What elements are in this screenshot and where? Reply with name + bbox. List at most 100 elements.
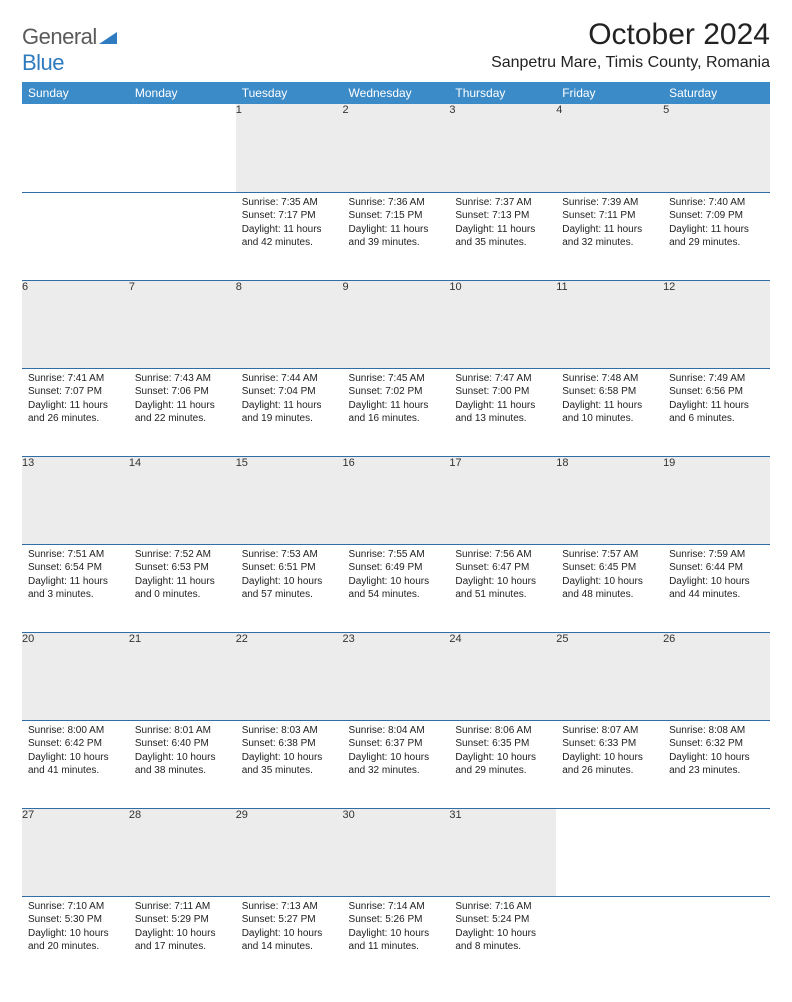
sunrise-text: Sunrise: 7:11 AM	[135, 900, 230, 914]
day-number-cell: 29	[236, 808, 343, 896]
day-number-cell	[556, 808, 663, 896]
sunrise-text: Sunrise: 7:57 AM	[562, 548, 657, 562]
daylight-text: Daylight: 10 hours and 14 minutes.	[242, 927, 337, 954]
daylight-text: Daylight: 10 hours and 44 minutes.	[669, 575, 764, 602]
sunset-text: Sunset: 7:09 PM	[669, 209, 764, 223]
sunset-text: Sunset: 5:29 PM	[135, 913, 230, 927]
day-cell-body: Sunrise: 7:49 AMSunset: 6:56 PMDaylight:…	[663, 369, 770, 432]
sunset-text: Sunset: 7:04 PM	[242, 385, 337, 399]
daylight-text: Daylight: 11 hours and 32 minutes.	[562, 223, 657, 250]
sunset-text: Sunset: 7:11 PM	[562, 209, 657, 223]
sunset-text: Sunset: 6:54 PM	[28, 561, 123, 575]
week-row: Sunrise: 7:35 AMSunset: 7:17 PMDaylight:…	[22, 192, 770, 280]
day-cell	[556, 896, 663, 984]
sunset-text: Sunset: 7:13 PM	[455, 209, 550, 223]
daylight-text: Daylight: 10 hours and 38 minutes.	[135, 751, 230, 778]
weekday-header: Friday	[556, 82, 663, 104]
day-cell: Sunrise: 8:04 AMSunset: 6:37 PMDaylight:…	[343, 720, 450, 808]
day-number-cell	[129, 104, 236, 192]
title-block: October 2024 Sanpetru Mare, Timis County…	[491, 18, 770, 72]
day-cell-body: Sunrise: 7:35 AMSunset: 7:17 PMDaylight:…	[236, 193, 343, 256]
weekday-header: Thursday	[449, 82, 556, 104]
day-cell: Sunrise: 7:51 AMSunset: 6:54 PMDaylight:…	[22, 544, 129, 632]
sunrise-text: Sunrise: 8:07 AM	[562, 724, 657, 738]
day-cell-body: Sunrise: 7:11 AMSunset: 5:29 PMDaylight:…	[129, 897, 236, 960]
week-row: Sunrise: 8:00 AMSunset: 6:42 PMDaylight:…	[22, 720, 770, 808]
day-number-cell	[22, 104, 129, 192]
day-cell: Sunrise: 8:00 AMSunset: 6:42 PMDaylight:…	[22, 720, 129, 808]
day-number-row: 2728293031	[22, 808, 770, 896]
day-cell-body: Sunrise: 7:47 AMSunset: 7:00 PMDaylight:…	[449, 369, 556, 432]
day-cell	[129, 192, 236, 280]
sunrise-text: Sunrise: 7:36 AM	[349, 196, 444, 210]
day-cell-body: Sunrise: 8:01 AMSunset: 6:40 PMDaylight:…	[129, 721, 236, 784]
day-cell-body: Sunrise: 7:39 AMSunset: 7:11 PMDaylight:…	[556, 193, 663, 256]
daylight-text: Daylight: 10 hours and 11 minutes.	[349, 927, 444, 954]
day-number-cell: 23	[343, 632, 450, 720]
day-cell: Sunrise: 7:52 AMSunset: 6:53 PMDaylight:…	[129, 544, 236, 632]
sunrise-text: Sunrise: 7:40 AM	[669, 196, 764, 210]
day-cell: Sunrise: 8:06 AMSunset: 6:35 PMDaylight:…	[449, 720, 556, 808]
sunrise-text: Sunrise: 8:06 AM	[455, 724, 550, 738]
day-number-cell: 3	[449, 104, 556, 192]
daylight-text: Daylight: 10 hours and 8 minutes.	[455, 927, 550, 954]
daylight-text: Daylight: 10 hours and 35 minutes.	[242, 751, 337, 778]
sunrise-text: Sunrise: 8:03 AM	[242, 724, 337, 738]
day-number-row: 20212223242526	[22, 632, 770, 720]
sunrise-text: Sunrise: 8:00 AM	[28, 724, 123, 738]
sunrise-text: Sunrise: 8:08 AM	[669, 724, 764, 738]
sunrise-text: Sunrise: 7:13 AM	[242, 900, 337, 914]
daylight-text: Daylight: 10 hours and 57 minutes.	[242, 575, 337, 602]
day-number-cell: 17	[449, 456, 556, 544]
sunset-text: Sunset: 6:45 PM	[562, 561, 657, 575]
day-cell: Sunrise: 8:01 AMSunset: 6:40 PMDaylight:…	[129, 720, 236, 808]
sunset-text: Sunset: 6:44 PM	[669, 561, 764, 575]
day-number-cell: 13	[22, 456, 129, 544]
day-cell: Sunrise: 7:14 AMSunset: 5:26 PMDaylight:…	[343, 896, 450, 984]
day-number-cell: 19	[663, 456, 770, 544]
sunset-text: Sunset: 5:26 PM	[349, 913, 444, 927]
sunset-text: Sunset: 6:56 PM	[669, 385, 764, 399]
sunrise-text: Sunrise: 7:35 AM	[242, 196, 337, 210]
day-number-cell: 10	[449, 280, 556, 368]
day-cell: Sunrise: 7:11 AMSunset: 5:29 PMDaylight:…	[129, 896, 236, 984]
sunset-text: Sunset: 6:58 PM	[562, 385, 657, 399]
sunset-text: Sunset: 6:35 PM	[455, 737, 550, 751]
day-number-cell: 30	[343, 808, 450, 896]
day-number-cell: 20	[22, 632, 129, 720]
day-cell-body: Sunrise: 7:13 AMSunset: 5:27 PMDaylight:…	[236, 897, 343, 960]
sunset-text: Sunset: 6:32 PM	[669, 737, 764, 751]
daylight-text: Daylight: 11 hours and 35 minutes.	[455, 223, 550, 250]
sunset-text: Sunset: 7:06 PM	[135, 385, 230, 399]
day-cell-body: Sunrise: 7:16 AMSunset: 5:24 PMDaylight:…	[449, 897, 556, 960]
day-cell: Sunrise: 7:41 AMSunset: 7:07 PMDaylight:…	[22, 368, 129, 456]
daylight-text: Daylight: 10 hours and 17 minutes.	[135, 927, 230, 954]
sunset-text: Sunset: 6:47 PM	[455, 561, 550, 575]
logo-blue: Blue	[22, 50, 64, 75]
day-cell: Sunrise: 7:35 AMSunset: 7:17 PMDaylight:…	[236, 192, 343, 280]
daylight-text: Daylight: 11 hours and 3 minutes.	[28, 575, 123, 602]
day-cell-body: Sunrise: 7:56 AMSunset: 6:47 PMDaylight:…	[449, 545, 556, 608]
day-cell-body: Sunrise: 7:37 AMSunset: 7:13 PMDaylight:…	[449, 193, 556, 256]
day-cell: Sunrise: 8:07 AMSunset: 6:33 PMDaylight:…	[556, 720, 663, 808]
sunrise-text: Sunrise: 7:43 AM	[135, 372, 230, 386]
sunrise-text: Sunrise: 7:47 AM	[455, 372, 550, 386]
day-number-cell: 12	[663, 280, 770, 368]
day-number-cell: 1	[236, 104, 343, 192]
day-cell: Sunrise: 7:56 AMSunset: 6:47 PMDaylight:…	[449, 544, 556, 632]
sunset-text: Sunset: 6:51 PM	[242, 561, 337, 575]
header: General Blue October 2024 Sanpetru Mare,…	[22, 18, 770, 76]
sunrise-text: Sunrise: 7:10 AM	[28, 900, 123, 914]
sunrise-text: Sunrise: 7:41 AM	[28, 372, 123, 386]
daylight-text: Daylight: 11 hours and 19 minutes.	[242, 399, 337, 426]
day-cell-body: Sunrise: 8:06 AMSunset: 6:35 PMDaylight:…	[449, 721, 556, 784]
day-cell-body: Sunrise: 7:55 AMSunset: 6:49 PMDaylight:…	[343, 545, 450, 608]
location: Sanpetru Mare, Timis County, Romania	[491, 54, 770, 72]
sunrise-text: Sunrise: 7:48 AM	[562, 372, 657, 386]
sunrise-text: Sunrise: 7:56 AM	[455, 548, 550, 562]
sunset-text: Sunset: 7:15 PM	[349, 209, 444, 223]
day-cell: Sunrise: 7:13 AMSunset: 5:27 PMDaylight:…	[236, 896, 343, 984]
day-number-cell: 4	[556, 104, 663, 192]
day-cell-body: Sunrise: 8:03 AMSunset: 6:38 PMDaylight:…	[236, 721, 343, 784]
sunrise-text: Sunrise: 7:39 AM	[562, 196, 657, 210]
